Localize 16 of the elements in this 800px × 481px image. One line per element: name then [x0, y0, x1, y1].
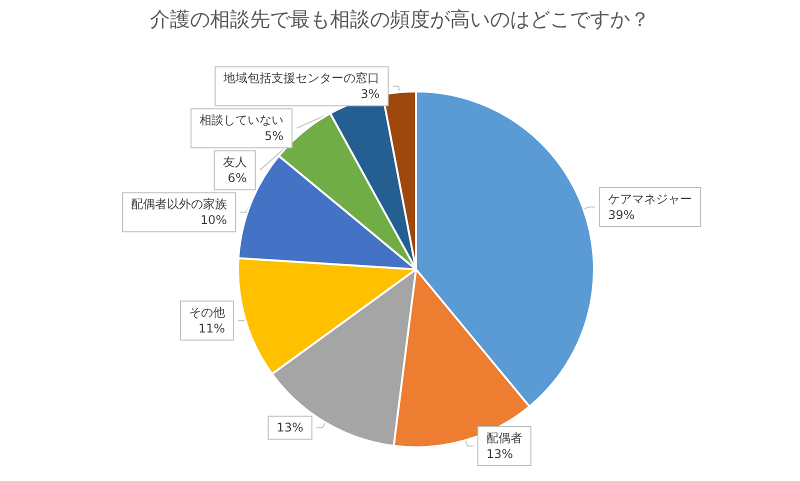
slice-label: 地域包括支援センターの窓口	[222, 71, 380, 86]
chart-title: 介護の相談先で最も相談の頻度が高いのはどこですか？	[150, 7, 650, 31]
slice-label: 相談していない	[200, 113, 284, 128]
data-label: 13%	[276, 420, 304, 435]
slice-label: 友人	[222, 155, 247, 170]
slice-label: 配偶者	[486, 431, 522, 446]
slice-label: 配偶者以外の家族	[131, 197, 228, 212]
slice-label: その他	[189, 306, 226, 320]
data-label: 3%	[360, 87, 380, 102]
slice-label: ケアマネジャー	[608, 192, 692, 206]
data-label: 13%	[486, 447, 513, 462]
data-label: 10%	[200, 213, 228, 228]
data-label: 39%	[608, 208, 635, 222]
data-label: 5%	[264, 129, 284, 144]
data-label: 6%	[228, 171, 247, 186]
data-label: 11%	[198, 322, 226, 336]
